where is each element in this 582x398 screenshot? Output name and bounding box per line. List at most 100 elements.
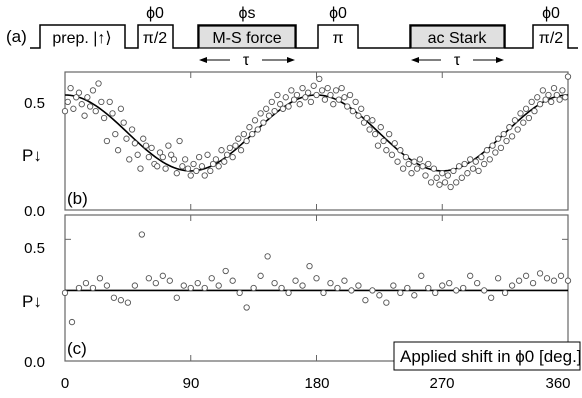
panel-c-data-point-45 [376, 292, 383, 299]
panel-b-data-point-55 [215, 163, 222, 170]
panel-b-data-point-56 [218, 147, 225, 154]
phase-label-last-pi-half: ϕ0 [542, 5, 560, 22]
panel-b-data-point-119 [394, 158, 401, 165]
panel-b-data-point-47 [193, 167, 200, 175]
panel-c-data-point-7 [110, 294, 118, 301]
panel-b-data-point-14 [100, 114, 108, 122]
panel-b-data-point-93 [321, 96, 329, 103]
panel-b-data-point-108 [363, 114, 370, 122]
panel-b-data-point-57 [221, 158, 228, 165]
panel-c-data-point-39 [334, 284, 341, 292]
panel-b-data-point-130 [425, 160, 432, 168]
panel-c-label: (c) [67, 339, 87, 358]
panel-c-data-point-53 [432, 289, 439, 297]
panel-b-data-point-173 [545, 91, 552, 99]
ms-force-label: M-S force [212, 30, 281, 47]
panel-b-data-point-48 [195, 153, 203, 161]
panel-b-data-point-124 [408, 170, 415, 177]
xlabel-box [393, 341, 581, 371]
panel-b-data-point-17 [109, 110, 116, 117]
panel-b-data-point-91 [316, 75, 323, 83]
panel-b-data-point-37 [165, 142, 172, 149]
panel-c-data-point-60 [481, 287, 488, 294]
panel-b-data-point-71 [260, 119, 267, 126]
ac-stark-label: ac Stark [428, 30, 488, 47]
ms-force-block [198, 25, 296, 49]
panel-b-data-point-68 [251, 117, 259, 124]
phase-label-ms-force: ϕs [239, 5, 256, 22]
panel-b-data-point-51 [204, 151, 211, 158]
panel-c-data-point-15 [166, 277, 173, 284]
panel-c-data-point-33 [292, 277, 299, 284]
pi-pulse-label: π [332, 30, 343, 47]
panel-b-data-point-155 [494, 135, 502, 142]
panel-b-data-point-129 [422, 172, 429, 179]
tau-arrow-ms-force: τ [199, 52, 295, 69]
xtick-label-360: 360 [545, 375, 570, 392]
panel-b-data-point-166 [525, 114, 533, 122]
panel-c-data-point-47 [390, 282, 397, 289]
tau-label-ac-stark: τ [454, 52, 461, 69]
panel-c-data-point-36 [313, 275, 320, 282]
panel-c-data-point-31 [278, 284, 285, 292]
xtick-label-180: 180 [304, 375, 329, 392]
panel-b-data-point-78 [279, 105, 287, 112]
panel-c-data-point-28 [257, 272, 264, 279]
panel-c-data-point-9 [124, 299, 132, 306]
panel-b-data-point-164 [520, 119, 527, 126]
panel-b-data-point-112 [374, 142, 382, 149]
panel-c-data-point-69 [543, 275, 551, 282]
panel-b-data-point-61 [232, 142, 239, 149]
xtick-label-90: 90 [183, 375, 200, 392]
panel-c-points [61, 231, 572, 326]
panel-b-data-point-100 [341, 94, 348, 101]
panel-c-data-point-29 [264, 253, 271, 260]
panel-c-data-point-63 [501, 289, 509, 297]
panel-c-ytick-label-0.0: 0.0 [24, 354, 45, 371]
panel-c-data-point-13 [152, 279, 159, 287]
panel-b-data-point-13 [98, 98, 105, 106]
panel-c-data-point-2 [75, 284, 83, 292]
pulse-sequence-trace [30, 24, 578, 49]
panel-b-data-point-30 [145, 153, 152, 161]
panel-b-data-point-80 [285, 103, 292, 110]
x-axis-label: Applied shift in ϕ0 [deg.] [400, 347, 582, 366]
panel-c-ytick-label-0.5: 0.5 [24, 240, 45, 257]
panel-b-data-point-60 [229, 153, 236, 161]
panel-b-data-point-95 [327, 91, 334, 99]
panel-b-data-point-143 [461, 160, 468, 168]
panel-b-data-point-98 [335, 96, 343, 103]
panel-b-data-point-177 [556, 96, 563, 103]
panel-c-data-point-20 [201, 284, 208, 292]
panel-c-data-point-23 [222, 267, 229, 275]
panel-b-data-point-135 [439, 170, 446, 177]
panel-b-data-point-15 [103, 137, 111, 145]
panel-b-data-point-24 [128, 126, 136, 133]
panel-b-data-point-66 [246, 124, 253, 131]
panel-b-data-point-18 [112, 130, 119, 138]
panel-c-data-point-56 [453, 287, 460, 294]
panel-b-data-point-58 [223, 151, 231, 158]
panel-b-data-point-86 [302, 94, 309, 101]
panel-c-data-point-38 [327, 279, 334, 287]
panel-b-data-point-46 [190, 160, 197, 168]
panel-c-data-point-0 [61, 289, 69, 297]
panel-b-data-point-11 [92, 107, 99, 115]
panel-c-data-point-64 [508, 282, 516, 289]
panel-b-data-point-12 [95, 80, 102, 87]
panel-b-data-point-0 [61, 107, 69, 115]
xtick-label-0: 0 [61, 375, 69, 392]
panel-b-data-point-136 [441, 179, 449, 186]
panel-b-data-point-142 [458, 174, 465, 181]
panel-c-data-point-30 [271, 279, 278, 287]
panel-b-data-point-144 [464, 170, 471, 177]
panel-b-data-point-123 [405, 160, 412, 168]
tau-arrow-ac-stark: τ [411, 52, 504, 69]
panel-b-data-point-176 [553, 91, 560, 99]
panel-b-data-point-163 [517, 110, 524, 117]
panel-b-data-point-27 [137, 165, 144, 172]
ac-stark-block [410, 25, 505, 49]
panel-b-data-point-154 [492, 149, 499, 156]
panel-b-data-point-159 [506, 124, 513, 131]
panel-b-data-point-146 [469, 165, 477, 172]
